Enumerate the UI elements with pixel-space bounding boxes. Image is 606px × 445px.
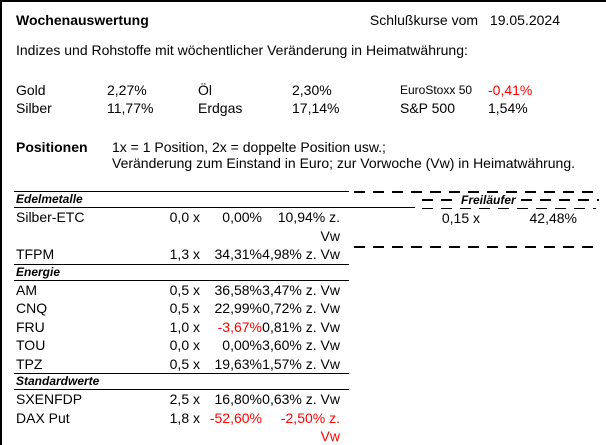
dashed-rule — [354, 191, 599, 193]
table-row: TOU 0,0 x 0,00% 3,60% z. Vw — [14, 336, 349, 355]
index-value: 17,14% — [292, 100, 340, 116]
position-size: 1,3 x — [169, 246, 200, 262]
closing-date-value: 19.05.2024 — [489, 12, 560, 28]
empty-row — [354, 228, 599, 247]
change-vs-prev-week: -2,50% z. Vw — [280, 409, 340, 445]
index-value: 1,54% — [488, 100, 528, 116]
change-since-entry: -3,67% — [217, 318, 262, 335]
positions-label: Positionen — [16, 139, 88, 155]
change-since-entry: -52,60% — [209, 409, 262, 426]
section-freilaeufer: Freiläufer 0,15 x 42,48% — [354, 191, 599, 248]
instrument-name: CNQ — [16, 300, 48, 316]
change-vs-prev-week: 0,81% z. Vw — [262, 318, 340, 335]
index-label: EuroStoxx 50 — [400, 83, 473, 97]
section-header: Edelmetalle — [14, 192, 415, 208]
change-since-entry: 16,80% — [214, 391, 262, 407]
intro-text: Indizes und Rohstoffe mit wöchentlicher … — [16, 42, 468, 58]
position-size: 1,0 x — [169, 318, 200, 335]
change-vs-prev-week: 0,72% z. Vw — [262, 300, 340, 316]
change-vs-prev-week: 10,94% z. Vw — [277, 209, 340, 244]
change-since-entry: 22,99% — [214, 300, 262, 316]
instrument-name: SXENFDP — [16, 391, 83, 407]
positions-note-line2: Veränderung zum Einstand in Euro; zur Vo… — [112, 155, 576, 171]
instrument-name: TPZ — [16, 355, 43, 372]
change-since-entry: 36,58% — [214, 281, 262, 298]
table-row: 0,15 x 42,48% — [354, 209, 599, 228]
change-vs-prev-week: 0,63% z. Vw — [262, 391, 340, 407]
index-value: 11,77% — [107, 100, 154, 116]
position-size: 0,0 x — [169, 337, 200, 353]
position-size: 0,15 x — [441, 210, 480, 226]
table-row: SXENFDP 2,5 x 16,80% 0,63% z. Vw — [14, 390, 349, 409]
section-header: Energie — [14, 265, 349, 281]
positions-note-text: 1x = 1 Position, 2x = doppelte Position … — [112, 139, 575, 171]
positions-note-line1: 1x = 1 Position, 2x = doppelte Position … — [112, 139, 386, 155]
change-since-entry: 0,00% — [222, 337, 262, 353]
positions-note: Positionen 1x = 1 Position, 2x = doppelt… — [16, 139, 606, 171]
position-size: 0,5 x — [169, 355, 200, 372]
change-vs-prev-week: 3,47% z. Vw — [262, 281, 340, 298]
change-since-entry: 0,00% — [222, 209, 262, 225]
change-since-entry: 42,48% — [529, 210, 577, 226]
table-row: AM 0,5 x 36,58% 3,47% z. Vw — [14, 281, 349, 300]
table-row: DAX Put 1,8 x -52,60% -2,50% z. Vw — [14, 409, 349, 445]
index-label: Öl — [198, 82, 212, 98]
holdings-table: Edelmetalle Silber-ETC 0,0 x 0,00% 10,94… — [14, 191, 599, 445]
index-label: S&P 500 — [400, 100, 456, 116]
section-header: Standardwerte — [14, 374, 349, 390]
change-since-entry: 19,63% — [214, 355, 262, 372]
change-vs-prev-week: 4,98% z. Vw — [262, 246, 340, 262]
closing-date: Schlußkurse vom 19.05.2024 — [370, 13, 560, 28]
instrument-name: Silber-ETC — [16, 209, 85, 225]
freilaeufer-header-row: Freiläufer — [422, 193, 599, 208]
index-value: 2,27% — [107, 82, 147, 98]
instrument-name: AM — [16, 281, 37, 298]
table-row: Silber-ETC 0,0 x 0,00% 10,94% z. Vw — [14, 208, 349, 245]
index-label: Erdgas — [198, 100, 243, 116]
instrument-name: FRU — [16, 318, 45, 335]
position-size: 0,5 x — [169, 281, 200, 298]
section-standardwerte: Standardwerte SXENFDP 2,5 x 16,80% 0,63%… — [14, 373, 349, 445]
table-row: TFPM 1,3 x 34,31% 4,98% z. Vw — [14, 245, 349, 264]
change-since-entry: 34,31% — [214, 246, 262, 262]
instrument-name: DAX Put — [16, 409, 70, 426]
position-size: 2,5 x — [169, 391, 200, 407]
position-size: 1,8 x — [169, 409, 200, 426]
instrument-name: TFPM — [16, 246, 55, 262]
indices-row: Silber 11,77% Erdgas 17,14% S&P 500 1,54… — [16, 99, 606, 117]
dashed-rule — [422, 207, 596, 209]
table-row: FRU 1,0 x -3,67% 0,81% z. Vw — [14, 318, 349, 337]
indices-table: Gold 2,27% Öl 2,30% EuroStoxx 50 -0,41% … — [16, 81, 606, 117]
dashed-rule — [422, 199, 456, 201]
index-value: -0,41% — [488, 82, 533, 98]
dashed-rule — [354, 246, 599, 248]
section-energie: Energie AM 0,5 x 36,58% 3,47% z. Vw CNQ … — [14, 263, 349, 374]
index-label: Gold — [16, 82, 46, 98]
report-title: Wochenauswertung — [16, 12, 149, 28]
report-header: Wochenauswertung Schlußkurse vom 19.05.2… — [16, 13, 560, 28]
section-edelmetalle: Edelmetalle Silber-ETC 0,0 x 0,00% 10,94… — [14, 191, 415, 264]
position-size: 0,5 x — [169, 300, 200, 316]
indices-row: Gold 2,27% Öl 2,30% EuroStoxx 50 -0,41% — [16, 81, 606, 99]
table-row: TPZ 0,5 x 19,63% 1,57% z. Vw — [14, 355, 349, 374]
index-value: 2,30% — [292, 82, 332, 98]
closing-date-label: Schlußkurse vom — [369, 12, 479, 28]
change-vs-prev-week: 3,60% z. Vw — [262, 337, 340, 353]
table-row: CNQ 0,5 x 22,99% 0,72% z. Vw — [14, 299, 349, 318]
index-label: Silber — [16, 100, 52, 116]
change-vs-prev-week: 1,57% z. Vw — [262, 355, 340, 372]
position-size: 0,0 x — [169, 209, 200, 225]
instrument-name: TOU — [16, 337, 46, 353]
dashed-rule — [520, 199, 599, 201]
section-header: Freiläufer — [461, 193, 516, 207]
